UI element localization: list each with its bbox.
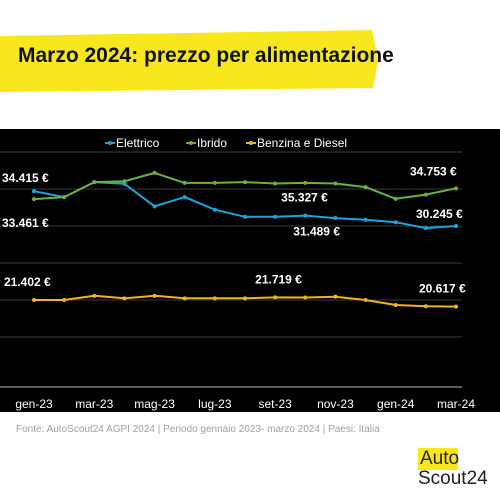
data-point [393, 196, 398, 201]
data-point [363, 217, 368, 222]
chart-panel: Elettrico Ibrido Benzina e Diesel 34.415 €… [0, 129, 500, 412]
legend-marker [249, 141, 253, 145]
data-point [32, 298, 36, 303]
data-point [303, 213, 308, 218]
x-tick-label: gen-24 [377, 397, 415, 411]
data-point [333, 216, 338, 221]
legend-label: Benzina e Diesel [257, 136, 347, 150]
data-point [152, 293, 157, 298]
data-point [62, 298, 67, 303]
legend-label: Ibrido [197, 136, 227, 150]
data-point [92, 293, 97, 298]
x-tick-label: gen-23 [15, 397, 53, 411]
logo-text-auto: Auto [420, 448, 460, 469]
x-tick-label: nov-23 [317, 397, 354, 411]
data-point [303, 295, 308, 300]
series-line [33, 171, 457, 201]
data-point [182, 296, 187, 301]
data-point [122, 179, 127, 184]
source-note: Fonte: AutoScout24 AGPI 2024 | Periodo g… [16, 424, 380, 435]
logo-text-scout24: Scout24 [418, 468, 488, 489]
title-highlight [0, 30, 500, 92]
data-point [273, 181, 278, 186]
legend-marker [108, 141, 112, 145]
data-point [393, 220, 398, 225]
x-tick-label: mar-24 [437, 397, 475, 411]
data-point [273, 214, 278, 219]
data-point [363, 185, 368, 190]
data-point [423, 192, 428, 197]
data-point [423, 304, 428, 309]
data-point [393, 303, 398, 308]
data-label: 30.245 € [416, 207, 463, 221]
x-tick-label: lug-23 [198, 397, 232, 411]
x-tick-label: mar-23 [75, 397, 113, 411]
data-point [454, 304, 458, 309]
data-point [243, 214, 247, 219]
data-label: 35.327 € [281, 191, 328, 205]
data-point [303, 180, 308, 185]
title-highlight-shape [0, 30, 378, 92]
data-point [32, 197, 36, 202]
data-point [212, 180, 217, 185]
data-point [454, 224, 458, 229]
data-label: 34.753 € [410, 164, 457, 178]
data-point [62, 195, 67, 200]
data-point [182, 195, 187, 200]
data-point [152, 170, 157, 175]
data-point [333, 181, 338, 186]
data-point [32, 189, 36, 194]
data-label: 34.415 € [2, 171, 49, 185]
x-tick-label: mag-23 [134, 397, 175, 411]
page-title: Marzo 2024: prezzo per alimentazione [18, 44, 394, 67]
data-point [243, 296, 247, 301]
legend-marker [189, 141, 193, 145]
logo-highlight [418, 448, 458, 470]
data-point [454, 186, 458, 191]
data-point [182, 180, 187, 185]
data-label: 33.461 € [2, 216, 49, 230]
data-point [423, 226, 428, 231]
data-label: 31.489 € [293, 225, 340, 239]
data-label: 20.617 € [419, 282, 466, 296]
data-point [212, 296, 217, 301]
data-point [273, 295, 278, 300]
data-point [92, 180, 97, 185]
data-point [363, 298, 368, 303]
autoscout24-logo: Auto Scout24 [410, 446, 490, 490]
legend-label: Elettrico [116, 136, 160, 150]
x-tick-label: set-23 [258, 397, 292, 411]
data-point [333, 294, 338, 299]
line-chart: Elettrico Ibrido Benzina e Diesel 34.415 €… [0, 136, 475, 411]
data-label: 21.719 € [255, 272, 302, 286]
data-point [122, 296, 127, 301]
data-label: 21.402 € [4, 275, 51, 289]
data-point [243, 180, 247, 185]
data-point [152, 204, 157, 209]
data-point [212, 207, 217, 212]
